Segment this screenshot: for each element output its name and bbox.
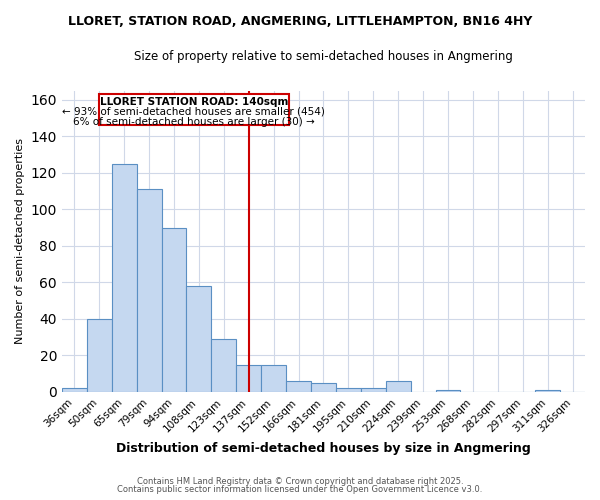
X-axis label: Distribution of semi-detached houses by size in Angmering: Distribution of semi-detached houses by …	[116, 442, 531, 455]
Bar	[211, 339, 236, 392]
Bar	[336, 388, 361, 392]
Bar	[187, 286, 211, 392]
Text: Contains public sector information licensed under the Open Government Licence v3: Contains public sector information licen…	[118, 485, 482, 494]
Text: 6% of semi-detached houses are larger (30) →: 6% of semi-detached houses are larger (3…	[73, 117, 315, 127]
Bar	[386, 381, 410, 392]
Bar	[62, 388, 87, 392]
Bar	[535, 390, 560, 392]
Bar	[286, 381, 311, 392]
Bar	[112, 164, 137, 392]
Bar	[311, 383, 336, 392]
Bar	[161, 228, 187, 392]
Text: LLORET, STATION ROAD, ANGMERING, LITTLEHAMPTON, BN16 4HY: LLORET, STATION ROAD, ANGMERING, LITTLEH…	[68, 15, 532, 28]
Bar	[137, 189, 161, 392]
Text: LLORET STATION ROAD: 140sqm: LLORET STATION ROAD: 140sqm	[100, 97, 288, 107]
Bar	[87, 319, 112, 392]
Bar	[436, 390, 460, 392]
Bar	[261, 364, 286, 392]
Title: Size of property relative to semi-detached houses in Angmering: Size of property relative to semi-detach…	[134, 50, 513, 63]
Y-axis label: Number of semi-detached properties: Number of semi-detached properties	[15, 138, 25, 344]
Text: Contains HM Land Registry data © Crown copyright and database right 2025.: Contains HM Land Registry data © Crown c…	[137, 477, 463, 486]
Bar	[99, 94, 289, 126]
Bar	[236, 364, 261, 392]
Text: ← 93% of semi-detached houses are smaller (454): ← 93% of semi-detached houses are smalle…	[62, 107, 325, 117]
Bar	[361, 388, 386, 392]
